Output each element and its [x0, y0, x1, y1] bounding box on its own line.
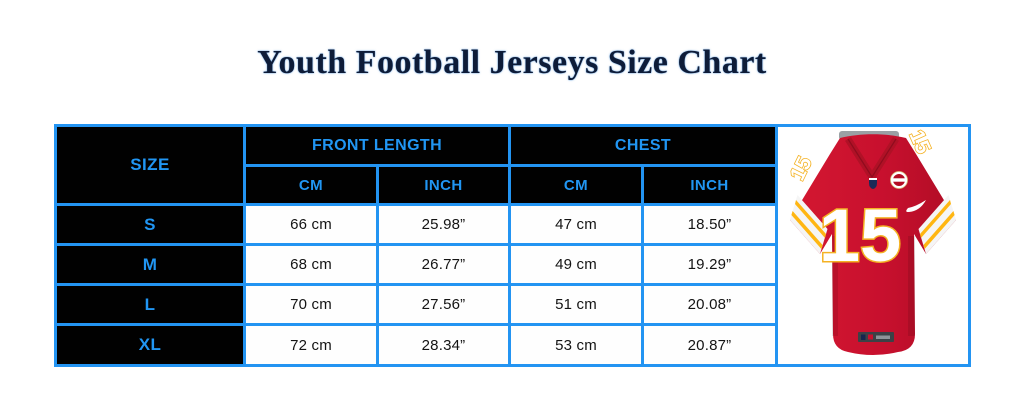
chest-cm-s: 47 cm: [511, 206, 641, 243]
front-inch-xl: 28.34”: [379, 326, 508, 364]
chest-inch-header: INCH: [644, 167, 775, 203]
front-cm-m: 68 cm: [246, 246, 376, 283]
size-label-l: L: [57, 286, 243, 323]
chest-inch-l: 20.08”: [644, 286, 775, 323]
size-chart-table: SIZE FRONT LENGTH CHEST: [54, 124, 971, 367]
front-length-inch-header: INCH: [379, 167, 508, 203]
chest-cm-xl: 53 cm: [511, 326, 641, 364]
chest-group-header: CHEST: [511, 127, 775, 164]
size-label-s: S: [57, 206, 243, 243]
front-inch-s: 25.98”: [379, 206, 508, 243]
front-inch-l: 27.56”: [379, 286, 508, 323]
jersey-illustration: 15 15 15: [785, 128, 956, 355]
right-mesh-panel: [908, 235, 915, 336]
size-label-xl: XL: [57, 326, 243, 364]
nike-swoosh-icon: [906, 199, 926, 212]
nfl-shield-icon: [869, 177, 877, 189]
right-sleeve-stripes: [918, 194, 956, 254]
front-length-group-header: FRONT LENGTH: [246, 127, 508, 164]
chest-inch-xl: 20.87”: [644, 326, 775, 364]
jersey-product-image: 15 15 15: [778, 127, 968, 364]
chest-cm-header: CM: [511, 167, 641, 203]
page-title: Youth Football Jerseys Size Chart: [257, 44, 767, 81]
chest-cm-m: 49 cm: [511, 246, 641, 283]
left-sleeve-stripes: [790, 194, 828, 254]
front-cm-s: 66 cm: [246, 206, 376, 243]
front-length-cm-header: CM: [246, 167, 376, 203]
left-shoulder-number: 15: [786, 152, 817, 183]
jocktag: [858, 331, 894, 342]
collar-trim-edge: [847, 138, 897, 178]
front-inch-m: 26.77”: [379, 246, 508, 283]
front-cm-xl: 72 cm: [246, 326, 376, 364]
size-column-header: SIZE: [57, 127, 243, 203]
team-patch-icon: [890, 170, 908, 189]
front-cm-l: 70 cm: [246, 286, 376, 323]
chest-inch-s: 18.50”: [644, 206, 775, 243]
chest-number: 15: [819, 194, 901, 277]
jersey-body: [790, 133, 956, 355]
size-label-m: M: [57, 246, 243, 283]
chest-cm-l: 51 cm: [511, 286, 641, 323]
left-mesh-panel: [832, 235, 838, 336]
chest-inch-m: 19.29”: [644, 246, 775, 283]
